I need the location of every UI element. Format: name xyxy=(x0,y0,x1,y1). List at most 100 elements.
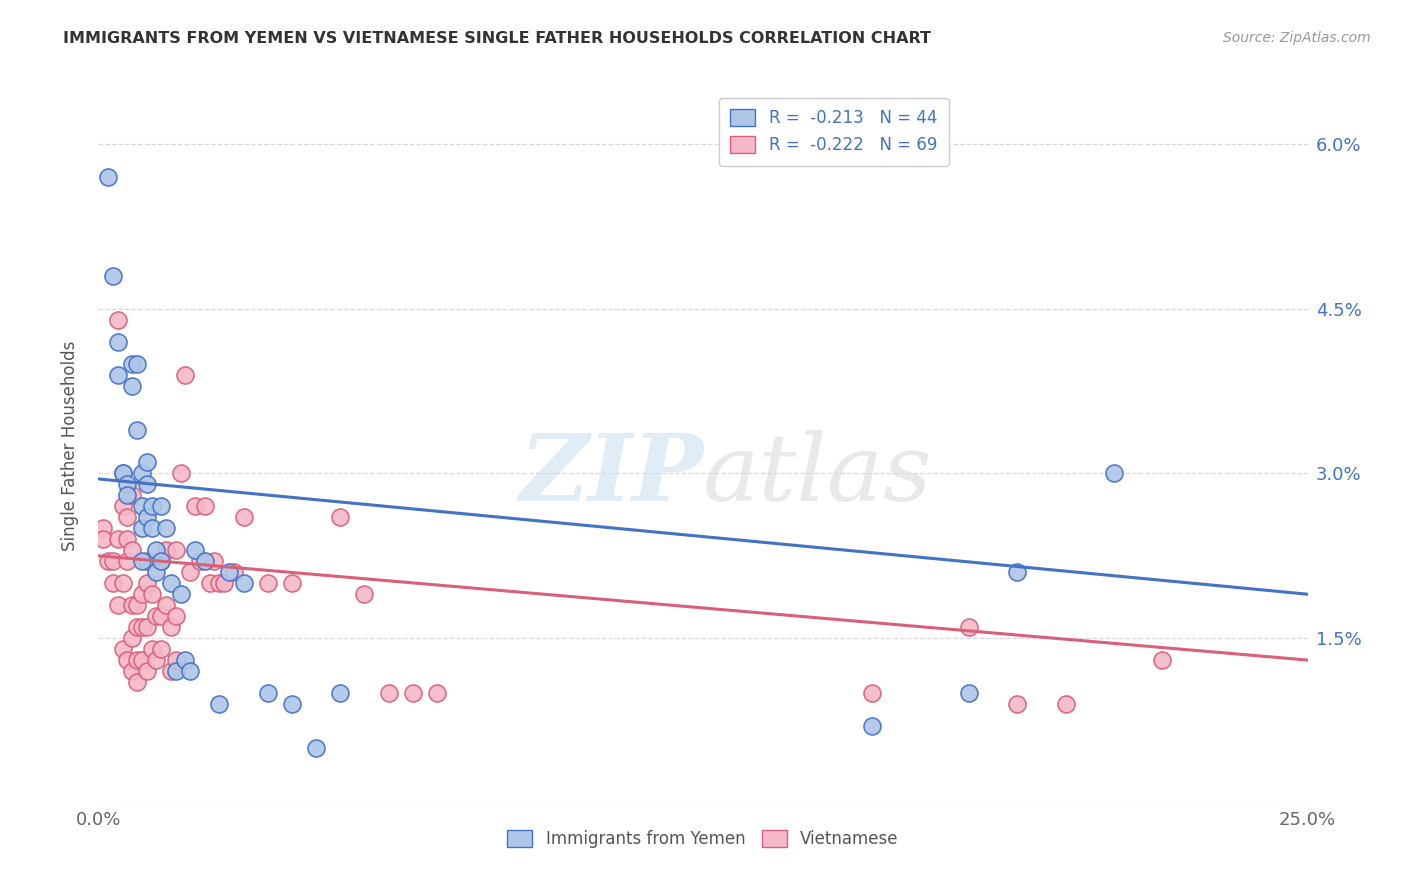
Point xyxy=(107,533,129,547)
Point xyxy=(150,609,173,624)
Point xyxy=(135,620,157,634)
Point xyxy=(179,566,201,580)
Point xyxy=(141,521,163,535)
Point xyxy=(188,554,211,568)
Point xyxy=(127,675,149,690)
Point xyxy=(91,521,114,535)
Point xyxy=(101,268,124,283)
Point xyxy=(121,664,143,678)
Text: IMMIGRANTS FROM YEMEN VS VIETNAMESE SINGLE FATHER HOUSEHOLDS CORRELATION CHART: IMMIGRANTS FROM YEMEN VS VIETNAMESE SING… xyxy=(63,31,931,46)
Point xyxy=(232,576,254,591)
Point xyxy=(127,620,149,634)
Point xyxy=(184,500,207,514)
Point xyxy=(127,357,149,371)
Point xyxy=(111,467,134,481)
Point xyxy=(174,653,197,667)
Point xyxy=(1007,697,1029,711)
Point xyxy=(1102,467,1125,481)
Point xyxy=(160,664,183,678)
Point xyxy=(111,576,134,591)
Point xyxy=(127,423,149,437)
Point xyxy=(860,686,883,700)
Point xyxy=(232,510,254,524)
Point xyxy=(165,653,187,667)
Point xyxy=(194,500,217,514)
Point xyxy=(135,576,157,591)
Point xyxy=(179,664,201,678)
Point xyxy=(860,719,883,733)
Point xyxy=(212,576,235,591)
Point xyxy=(121,598,143,612)
Point xyxy=(169,587,191,601)
Point xyxy=(97,554,120,568)
Point xyxy=(121,378,143,392)
Point xyxy=(107,334,129,349)
Point xyxy=(174,368,197,382)
Point xyxy=(111,642,134,657)
Point xyxy=(131,500,153,514)
Point xyxy=(329,686,352,700)
Point xyxy=(135,455,157,469)
Point xyxy=(281,697,304,711)
Point xyxy=(160,576,183,591)
Point xyxy=(121,488,143,502)
Point xyxy=(1152,653,1174,667)
Point xyxy=(121,543,143,558)
Point xyxy=(121,357,143,371)
Point xyxy=(426,686,449,700)
Point xyxy=(131,587,153,601)
Point xyxy=(131,620,153,634)
Point xyxy=(1054,697,1077,711)
Point xyxy=(145,653,167,667)
Point xyxy=(101,554,124,568)
Point xyxy=(150,642,173,657)
Point xyxy=(145,566,167,580)
Point xyxy=(135,664,157,678)
Point xyxy=(117,477,139,491)
Point xyxy=(256,686,278,700)
Point xyxy=(155,521,177,535)
Point xyxy=(165,543,187,558)
Point xyxy=(281,576,304,591)
Point xyxy=(218,566,240,580)
Text: atlas: atlas xyxy=(703,430,932,519)
Point xyxy=(222,566,245,580)
Point xyxy=(1007,566,1029,580)
Point xyxy=(145,543,167,558)
Point xyxy=(107,598,129,612)
Point xyxy=(111,500,134,514)
Point xyxy=(353,587,375,601)
Point xyxy=(101,576,124,591)
Point xyxy=(141,587,163,601)
Point xyxy=(155,543,177,558)
Point xyxy=(117,554,139,568)
Point xyxy=(117,488,139,502)
Point xyxy=(208,697,231,711)
Point xyxy=(141,642,163,657)
Point xyxy=(169,467,191,481)
Point xyxy=(150,500,173,514)
Point xyxy=(131,521,153,535)
Point xyxy=(111,467,134,481)
Point xyxy=(160,620,183,634)
Point xyxy=(305,740,328,755)
Point xyxy=(127,653,149,667)
Point xyxy=(165,609,187,624)
Point xyxy=(131,467,153,481)
Point xyxy=(107,312,129,326)
Point xyxy=(131,653,153,667)
Point xyxy=(184,543,207,558)
Point xyxy=(107,368,129,382)
Point xyxy=(150,554,173,568)
Point xyxy=(198,576,221,591)
Point xyxy=(117,653,139,667)
Point xyxy=(256,576,278,591)
Point xyxy=(91,533,114,547)
Point xyxy=(150,554,173,568)
Point xyxy=(131,554,153,568)
Point xyxy=(402,686,425,700)
Point xyxy=(121,631,143,645)
Legend: Immigrants from Yemen, Vietnamese: Immigrants from Yemen, Vietnamese xyxy=(501,823,905,855)
Point xyxy=(208,576,231,591)
Point xyxy=(194,554,217,568)
